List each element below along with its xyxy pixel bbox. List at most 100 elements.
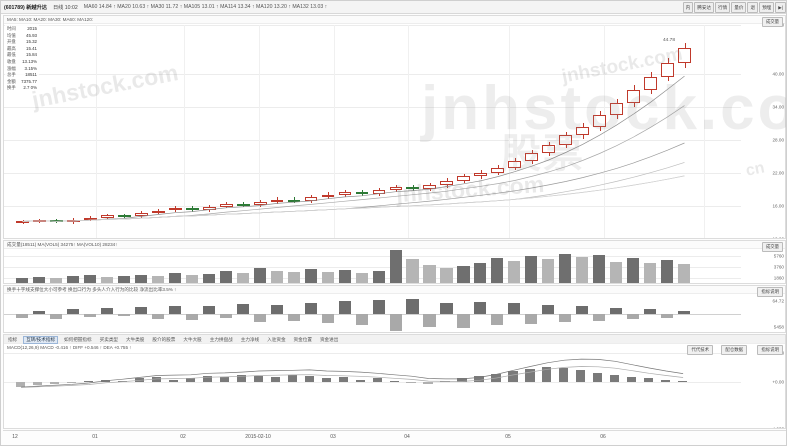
price-gridline-1 — [4, 74, 741, 76]
macd-tab-strip-container: 指标 互转/技术指标 如何把握指标 买卖类型 大牛类股 股介的股票 大牛大股 主力拼盘战 主力净… — [4, 335, 785, 344]
volume-chart-panel[interactable]: 成交量(18511) MA(VOL5) 34275↑ MA(VOL10) 282… — [3, 240, 786, 284]
topbar-button-4[interactable]: 退 — [747, 2, 759, 13]
volume-bar-0 — [16, 277, 29, 283]
mid-bar-33 — [576, 306, 589, 314]
volume-bar-4 — [83, 275, 97, 283]
mid-bar-21 — [372, 299, 385, 314]
topbar-button-1[interactable]: 腾安达 — [694, 2, 715, 13]
macd-plot-area[interactable]: +2.48+0.00-4.033 — [4, 351, 785, 429]
macd-axis-label-2: -4.033 — [770, 426, 784, 429]
macd-tab-7[interactable]: 主力拼盘战 — [209, 336, 233, 342]
volume-bar-22 — [389, 250, 402, 283]
mid-bar-10 — [185, 314, 198, 321]
price-candle-body-13 — [236, 203, 250, 206]
price-candle-body-37 — [644, 76, 657, 90]
macd-tab-8[interactable]: 主力净线 — [240, 336, 260, 342]
macd-button-1[interactable]: 配仓数据 — [721, 345, 747, 355]
price-axis-label-5: 16.00 — [772, 203, 785, 209]
macd-hist-36 — [627, 377, 637, 382]
price-candle-body-31 — [542, 145, 556, 154]
volume-panel-button[interactable]: 成交量 — [761, 242, 783, 252]
macd-hist-20 — [355, 379, 365, 382]
quote-label: 换手 — [7, 85, 16, 91]
price-candle-body-16 — [287, 199, 301, 202]
volume-bar-14 — [253, 268, 266, 283]
price-candle-body-12 — [219, 203, 233, 207]
vol-gridline-0 — [4, 255, 741, 257]
quote-label: 均值 — [7, 32, 16, 38]
mid-bar-37 — [644, 309, 657, 314]
topbar-button-6[interactable]: ▶| — [775, 2, 786, 13]
macd-axis-label-1: +0.00 — [772, 379, 784, 385]
mid-bar-27 — [474, 301, 487, 314]
macd-tab-6[interactable]: 大牛大股 — [183, 336, 202, 342]
macd-tab-strip[interactable]: 指标 互转/技术指标 如何把握指标 买卖类型 大牛类股 股介的股票 大牛大股 主力拼盘战 主力净… — [4, 335, 340, 344]
macd-tab-0[interactable]: 指标 — [8, 336, 18, 342]
macd-tab-5[interactable]: 股介的股票 — [152, 336, 176, 342]
quote-value: 13.13% — [22, 58, 37, 64]
capital-flow-header: 换手十字线支撑位大小可参考 换出口行为 多头人介入行为的比较 净流出比率3.5%… — [4, 286, 785, 294]
macd-tab-10[interactable]: 资金位置 — [293, 336, 312, 342]
capital-flow-plot-area[interactable]: 64.72 5458 — [4, 295, 785, 332]
capital-flow-button[interactable]: 指标说明 — [757, 287, 783, 297]
price-axis-label-2: 34.00 — [772, 104, 785, 110]
topbar-button-0[interactable]: 内 — [682, 2, 694, 13]
price-candle-body-19 — [338, 192, 352, 195]
price-gridline-2 — [4, 107, 741, 109]
price-vgrid-4 — [408, 25, 409, 238]
macd-hist-0 — [16, 381, 26, 387]
volume-bar-17 — [304, 269, 317, 283]
quote-label: 最高 — [7, 45, 16, 51]
price-candle-body-24 — [423, 185, 437, 189]
volume-bar-3 — [66, 276, 80, 283]
price-candle-body-17 — [304, 197, 318, 201]
volume-bar-10 — [185, 275, 198, 283]
top-info-bar: (601789) 新越升达 日线 10:02 MA60 14.84 ↑ MA20… — [1, 1, 786, 14]
price-candle-body-27 — [474, 172, 488, 177]
volume-bar-29 — [508, 260, 521, 283]
macd-tab-11[interactable]: 资金进出 — [319, 336, 339, 342]
quote-label: 金额 — [7, 78, 16, 84]
mid-bar-22 — [389, 314, 402, 331]
macd-hist-4 — [83, 380, 94, 382]
macd-tab-9[interactable]: 入驻资金 — [267, 336, 286, 342]
macd-tab-2[interactable]: 如何把握指标 — [64, 336, 92, 342]
price-panel-button[interactable]: 成交量 — [761, 17, 783, 27]
macd-button-2[interactable]: 指标说明 — [757, 345, 783, 355]
macd-tab-1[interactable]: 互转/技术指标 — [23, 335, 59, 344]
mid-bar-16 — [287, 314, 300, 321]
volume-bar-7 — [134, 274, 147, 283]
topbar-button-2[interactable]: 行情 — [715, 2, 731, 13]
price-chart-panel[interactable]: MA5: MA10: MA20: MA30: MA60: MA120: 49.0… — [3, 15, 786, 239]
macd-button-0[interactable]: 代代技术 — [687, 345, 713, 355]
mid-bar-31 — [542, 304, 555, 314]
price-gridline-0 — [4, 25, 741, 26]
macd-tab-4[interactable]: 大牛类股 — [126, 336, 145, 342]
date-tick-3: 2015-02-10 — [245, 434, 271, 440]
price-candle-body-22 — [389, 187, 403, 191]
price-candle-body-0 — [16, 221, 29, 224]
price-axis-label-6: 10.00 — [772, 236, 785, 239]
volume-bar-28 — [491, 258, 504, 283]
topbar-button-3[interactable]: 量价 — [731, 2, 747, 13]
macd-hist-13 — [236, 374, 246, 382]
topbar-button-5[interactable]: 预埋 — [759, 2, 775, 13]
volume-bar-19 — [338, 270, 351, 283]
macd-hist-24 — [423, 381, 433, 385]
mid-axis-label-1: 5458 — [773, 324, 784, 330]
volume-axis-label-2: 1860 — [773, 275, 784, 281]
macd-tab-3[interactable]: 买卖类型 — [99, 336, 119, 342]
macd-chart-panel[interactable]: 指标 互转/技术指标 如何把握指标 买卖类型 大牛类股 股介的股票 大牛大股 主力拼盘战 主力净… — [3, 334, 786, 429]
mid-bar-30 — [525, 314, 538, 324]
mid-axis-label-0: 64.72 — [772, 298, 785, 304]
macd-hist-18 — [321, 378, 331, 382]
volume-plot-area[interactable]: 5760 3760 1860 — [4, 250, 785, 283]
price-vgrid-2 — [259, 25, 260, 238]
price-peak-label: 44.78 — [662, 38, 677, 44]
macd-hist-23 — [406, 381, 416, 384]
volume-panel-header: 成交量(18511) MA(VOL5) 34275↑ MA(VOL10) 282… — [4, 241, 785, 249]
capital-flow-panel[interactable]: 换手十字线支撑位大小可参考 换出口行为 多头人介入行为的比较 净流出比率3.5%… — [3, 285, 786, 333]
price-candle-body-29 — [508, 161, 522, 168]
